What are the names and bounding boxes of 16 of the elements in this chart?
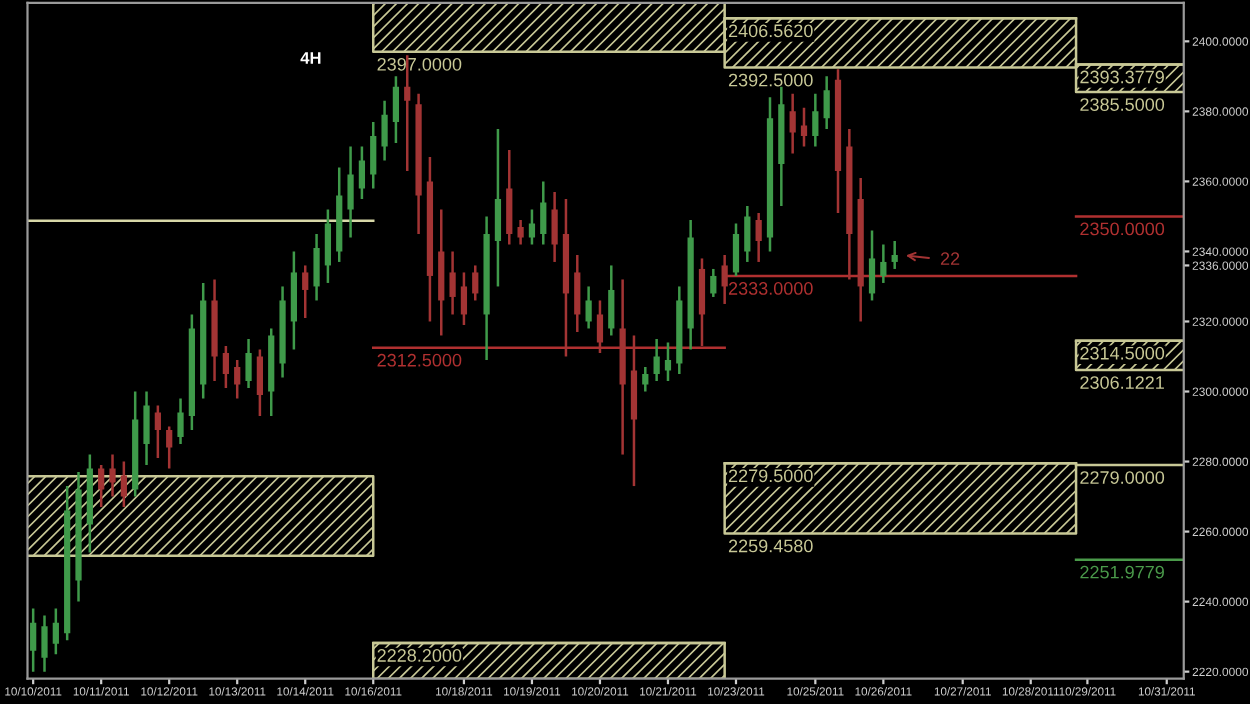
- annotation: 22: [940, 252, 960, 265]
- annotation: 4H: [300, 52, 321, 64]
- ref-line-label: 2314.5000: [1080, 346, 1165, 360]
- ref-line-label: 2228.2000: [377, 649, 462, 662]
- ref-line-label: 2333.0000: [728, 282, 813, 295]
- band-label: 2392.5000: [728, 73, 813, 87]
- ref-line-label: 2279.5000: [728, 469, 813, 483]
- band-label: 2259.4580: [728, 539, 813, 553]
- band-label: 2306.1221: [1080, 376, 1164, 389]
- ref-line-label: 2279.0000: [1080, 471, 1165, 484]
- ref-line-label: 2350.0000: [1080, 222, 1165, 236]
- ref-line-label: 2406.5620: [728, 24, 813, 38]
- ref-line-label: 2393.3779: [1080, 70, 1164, 84]
- ref-line-label: 2312.5000: [377, 353, 462, 367]
- band-label: 2385.5000: [1080, 98, 1165, 111]
- ref-line-label: 2251.9779: [1080, 565, 1164, 579]
